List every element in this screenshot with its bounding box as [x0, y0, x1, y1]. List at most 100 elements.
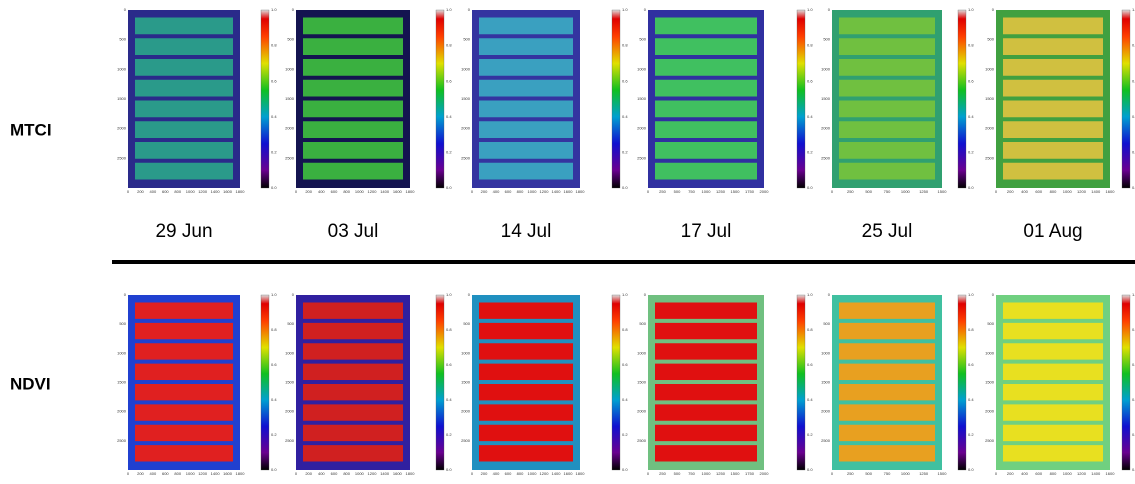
x-tick-label: 1600	[393, 189, 403, 194]
colorbar-tick-label: 0.8	[446, 43, 452, 48]
x-tick-label: 1000	[528, 189, 538, 194]
colorbar-tick-label: 0.0	[446, 185, 452, 190]
x-tick-label: 1250	[919, 471, 929, 476]
x-tick-label: 1000	[1063, 471, 1073, 476]
colorbar	[957, 9, 967, 189]
plot-strip	[303, 404, 403, 421]
y-tick-label: 500	[287, 37, 294, 42]
plot-strip	[1003, 162, 1103, 180]
x-tick-label: 200	[305, 471, 312, 476]
y-tick-label: 0	[124, 292, 127, 297]
x-tick-label: 600	[505, 189, 512, 194]
x-tick-label: 600	[331, 189, 338, 194]
date-label: 17 Jul	[681, 221, 732, 242]
plot-strip	[479, 302, 573, 319]
y-tick-label: 2000	[637, 409, 647, 414]
x-tick-label: 200	[137, 471, 144, 476]
colorbar-tick-label: 0.8	[446, 327, 452, 332]
y-tick-label: 2000	[985, 126, 995, 131]
colorbar-tick-label: 0.4	[807, 397, 813, 402]
y-tick-label: 0	[828, 7, 831, 12]
x-tick-label: 200	[1007, 189, 1014, 194]
colorbar-tick-label: 0.6	[1132, 362, 1135, 367]
x-tick-label: 0	[995, 189, 998, 194]
plot-strip	[655, 17, 757, 35]
plot-strip	[839, 302, 935, 319]
x-tick-label: 750	[688, 189, 695, 194]
x-tick-label: 800	[517, 471, 524, 476]
x-tick-label: 250	[659, 471, 666, 476]
y-tick-label: 1500	[821, 380, 831, 385]
plot-strip	[839, 38, 935, 55]
y-tick-label: 2500	[985, 438, 995, 443]
x-tick-label: 1600	[1106, 471, 1116, 476]
date-label: 29 Jun	[155, 221, 212, 242]
x-tick-label: 1600	[564, 189, 574, 194]
y-tick-label: 2500	[821, 438, 831, 443]
y-tick-label: 1500	[461, 96, 471, 101]
plot-strip	[839, 121, 935, 138]
x-tick-label: 1000	[355, 471, 365, 476]
date-label: 01 Aug	[1023, 221, 1082, 242]
y-tick-label: 1500	[985, 380, 995, 385]
x-tick-label: 1200	[368, 471, 378, 476]
x-tick-label: 800	[343, 189, 350, 194]
plot-strip	[135, 445, 233, 462]
colorbar-tick-label: 0.6	[968, 78, 974, 83]
y-tick-label: 1000	[821, 66, 831, 71]
colorbar-tick-label: 0.2	[446, 432, 452, 437]
x-tick-label: 1200	[368, 189, 378, 194]
y-tick-label: 1000	[285, 350, 295, 355]
x-tick-label: 1800	[576, 471, 586, 476]
x-tick-label: 200	[481, 471, 488, 476]
plot-strip	[839, 79, 935, 97]
heatmap-image	[296, 10, 410, 188]
plot-strip	[479, 142, 573, 159]
plot-strip	[655, 363, 757, 380]
x-tick-label: 800	[174, 189, 181, 194]
plot-strip	[655, 38, 757, 55]
plot-strip	[839, 100, 935, 118]
y-tick-label: 500	[287, 321, 294, 326]
x-tick-label: 600	[162, 471, 169, 476]
plot-strip	[135, 343, 233, 360]
plot-strip	[655, 424, 757, 442]
y-tick-label: 2000	[461, 126, 471, 131]
plot-strip	[479, 162, 573, 180]
x-tick-label: 0	[647, 471, 650, 476]
y-tick-label: 2500	[461, 438, 471, 443]
x-tick-label: 1500	[938, 471, 948, 476]
date-label: 25 Jul	[862, 221, 913, 242]
x-tick-label: 500	[674, 471, 681, 476]
x-tick-label: 0	[995, 471, 998, 476]
heatmap-image	[648, 10, 764, 188]
plot-strip	[303, 322, 403, 340]
plot-strip	[1003, 404, 1103, 421]
x-tick-label: 1250	[919, 189, 929, 194]
x-tick-label: 750	[884, 471, 891, 476]
colorbar-tick-label: 0.2	[446, 149, 452, 154]
y-tick-label: 1000	[985, 350, 995, 355]
y-tick-label: 1000	[461, 66, 471, 71]
y-tick-label: 1000	[637, 66, 647, 71]
colorbar-tick-label: 0.2	[1132, 149, 1135, 154]
x-tick-label: 400	[150, 471, 157, 476]
colorbar-tick-label: 0.8	[271, 43, 277, 48]
plot-strip	[839, 322, 935, 340]
colorbar-tick-label: 0.4	[446, 114, 452, 119]
plot-strip	[839, 162, 935, 180]
plot-strip	[839, 445, 935, 462]
colorbar-tick-label: 0.4	[271, 114, 277, 119]
x-tick-label: 1000	[901, 471, 911, 476]
x-tick-label: 400	[1021, 471, 1028, 476]
colorbar-tick-label: 1.0	[622, 7, 628, 12]
y-tick-label: 1500	[985, 96, 995, 101]
x-tick-label: 1400	[1091, 189, 1101, 194]
plot-strip	[479, 384, 573, 401]
x-tick-label: 1500	[938, 189, 948, 194]
plot-strip	[303, 17, 403, 35]
x-tick-label: 1000	[355, 189, 365, 194]
x-tick-label: 750	[688, 471, 695, 476]
plot-strip	[303, 302, 403, 319]
plot-strip	[479, 363, 573, 380]
